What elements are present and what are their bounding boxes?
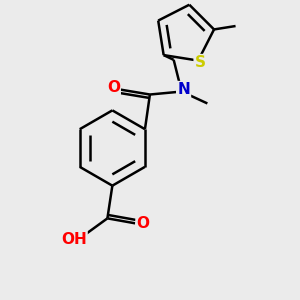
Text: N: N xyxy=(177,82,190,97)
Text: S: S xyxy=(195,55,206,70)
Text: O: O xyxy=(107,80,120,95)
Text: O: O xyxy=(136,216,150,231)
Text: OH: OH xyxy=(61,232,87,247)
